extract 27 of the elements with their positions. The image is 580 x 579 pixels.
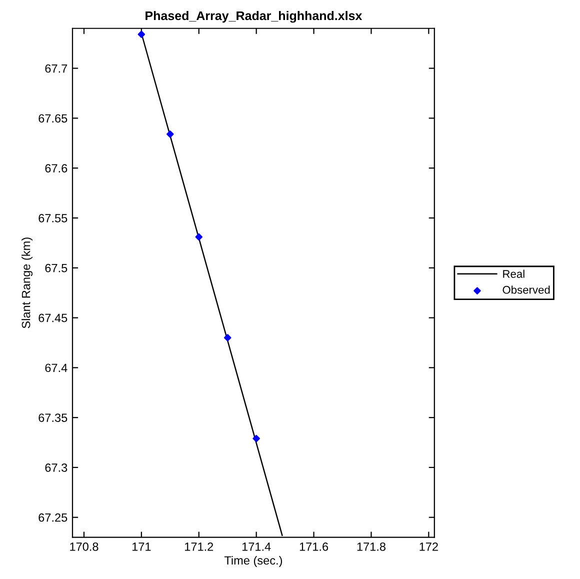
y-tick-label: 67.7 [45, 64, 68, 73]
point [224, 334, 232, 342]
x-axis-title: Time (sec.) [224, 556, 282, 567]
x-tick-label: 171.8 [357, 542, 386, 551]
y-tick-label: 67.65 [38, 114, 68, 123]
y-tick-label: 67.25 [38, 513, 68, 522]
x-tick-label: 171.2 [185, 542, 214, 551]
x-tick-label: 171.4 [242, 542, 271, 551]
y-tick-label: 67.5 [45, 264, 68, 272]
y-axis-title: Slant Range (km) [22, 238, 33, 328]
point [252, 434, 260, 442]
legend-label: Real [503, 270, 524, 278]
x-tick-label: 170.8 [70, 542, 98, 551]
chart-title: Phased_Array_Radar_highhand.xlsx [146, 10, 362, 23]
x-tick-label: 171 [132, 542, 151, 551]
point [138, 30, 146, 38]
y-tick-label: 67.35 [38, 414, 68, 422]
x-tick-label: 172 [420, 542, 438, 551]
x-tick-label: 171.6 [300, 542, 328, 551]
legend-label: Observed [502, 286, 550, 294]
point [166, 130, 174, 138]
y-tick-label: 67.6 [45, 164, 68, 172]
y-tick-label: 67.55 [38, 214, 68, 222]
point [195, 233, 203, 241]
y-tick-label: 67.45 [38, 314, 68, 322]
y-tick-label: 67.4 [45, 364, 68, 372]
y-tick-label: 67.3 [45, 463, 68, 472]
